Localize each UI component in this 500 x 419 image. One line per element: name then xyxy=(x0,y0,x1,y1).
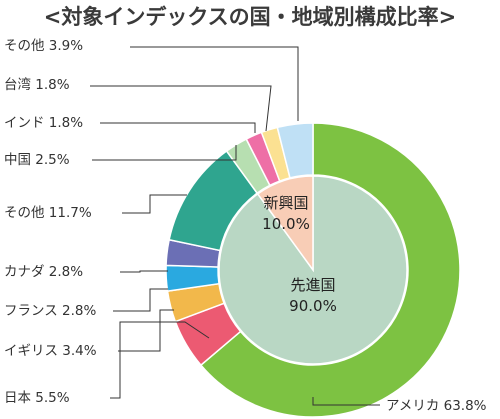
inner-label-name-1: 新興国 xyxy=(263,194,308,212)
outer-label-5: その他 11.7% xyxy=(4,205,92,221)
leader-lines xyxy=(90,46,380,406)
outer-label-0: アメリカ 63.8% xyxy=(386,398,487,414)
outer-label-3: フランス 2.8% xyxy=(4,303,96,319)
leader-line-6 xyxy=(92,145,237,161)
leader-line-2 xyxy=(118,309,174,352)
leader-line-3 xyxy=(113,288,168,312)
inner-label-value-0: 90.0% xyxy=(289,297,337,315)
outer-label-9: その他 3.9% xyxy=(4,38,83,54)
outer-label-6: 中国 2.5% xyxy=(4,152,70,168)
outer-label-7: インド 1.8% xyxy=(4,115,83,131)
outer-slice-9 xyxy=(276,122,314,179)
outer-label-2: イギリス 3.4% xyxy=(4,343,97,359)
leader-line-8 xyxy=(90,85,272,132)
outer-slice-0 xyxy=(199,122,461,418)
slice-labels: 先進国 90.0% 新興国 10.0% アメリカ 63.8% 日本 5.5% イギリス 3.… xyxy=(4,38,487,414)
outer-label-1: 日本 5.5% xyxy=(4,390,70,406)
outer-label-4: カナダ 2.8% xyxy=(4,264,83,280)
chart-title: <対象インデックスの国・地域別構成比率> xyxy=(44,5,457,29)
outer-ring xyxy=(165,122,461,418)
outer-label-8: 台湾 1.8% xyxy=(4,76,70,93)
inner-slice-1 xyxy=(256,175,314,273)
leader-line-9 xyxy=(130,46,299,121)
leader-line-1 xyxy=(110,321,210,399)
inner-ring xyxy=(218,175,408,365)
leader-line-7 xyxy=(100,122,256,133)
leader-line-5 xyxy=(122,194,187,214)
inner-label-value-1: 10.0% xyxy=(262,215,310,233)
inner-label-name-0: 先進国 xyxy=(290,276,335,294)
leader-line-0 xyxy=(312,397,380,406)
leader-line-4 xyxy=(120,270,168,273)
